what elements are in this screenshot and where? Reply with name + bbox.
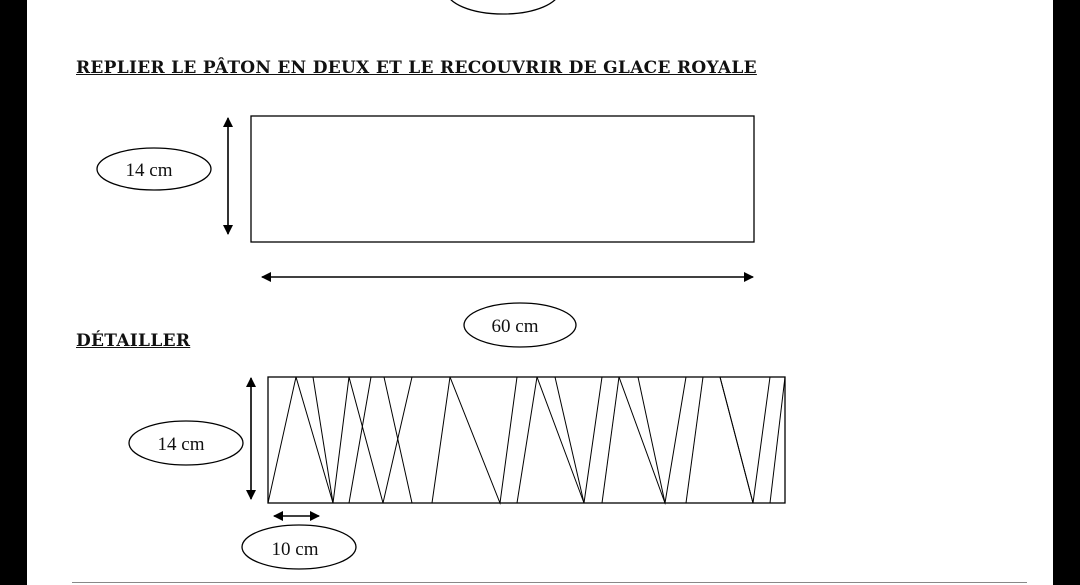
width-label-text: 60 cm: [492, 316, 539, 337]
triangle-cut-line-top-c: [383, 376, 413, 504]
heading-fold-and-glaze: REPLIER LE PÂTON EN DEUX ET LE RECOUVRIR…: [76, 58, 757, 78]
diagram-cut: 14 cm 10 cm: [128, 376, 786, 570]
triangle-base-label-text: 10 cm: [272, 539, 319, 560]
triangle-cut-line-top-b: [348, 376, 372, 504]
bottom-divider: [72, 582, 1027, 583]
heading-cut: DÉTAILLER: [76, 331, 191, 351]
triangle-cut-lines: [267, 376, 785, 505]
triangle-cut-line-top-g: [601, 376, 620, 504]
triangle-cut-line-top-k: [769, 376, 786, 504]
triangle-cut-line-top-d: [431, 376, 451, 504]
height-label-text: 14 cm: [126, 160, 173, 181]
width-label-60cm: 60 cm: [463, 302, 577, 348]
triangle-cut-line-top-h: [637, 376, 666, 504]
dough-rectangle: [250, 115, 755, 243]
cut-height-label-14cm: 14 cm: [128, 420, 244, 466]
diagram-fold: 14 cm 60 cm: [96, 115, 755, 348]
triangle-cut-line-top-i: [685, 376, 704, 504]
triangle-cut-line-top-a: [312, 376, 334, 504]
triangle-base-label-10cm: 10 cm: [241, 524, 357, 570]
triangle-cut-line-top-f: [554, 376, 585, 504]
height-label-14cm: 14 cm: [96, 147, 212, 191]
triangle-cut-line-top-e: [516, 376, 538, 504]
triangle-cut-line-top-j: [719, 376, 754, 504]
cropped-top-label-oval: [450, 0, 556, 15]
cut-height-label-text: 14 cm: [158, 434, 205, 455]
